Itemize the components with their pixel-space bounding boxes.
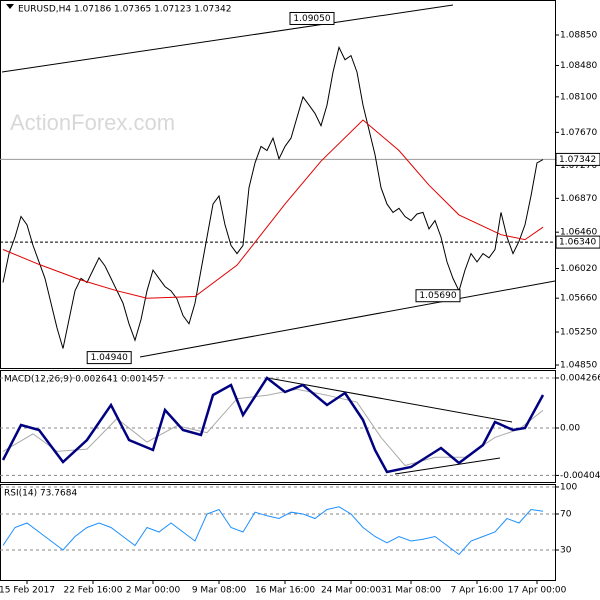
series-line	[2, 119, 544, 299]
x-tick-label: 16 Mar 16:00	[255, 586, 315, 596]
panel-frame	[0, 484, 556, 581]
y-tick-label: 1.08480	[560, 61, 597, 71]
x-tick-label: 9 Mar 08:00	[192, 586, 247, 596]
annotation-label: 1.04940	[91, 353, 128, 363]
x-tick-label: 15 Feb 2017	[0, 586, 55, 596]
panel-title: EURUSD,H4 1.07186 1.07365 1.07123 1.0734…	[18, 5, 231, 15]
level-label-box	[555, 235, 600, 249]
panel-title: MACD(12,26,9) 0.002641 0.001457	[4, 375, 164, 385]
series-line	[1, 376, 545, 474]
series-line	[2, 388, 544, 467]
y-tick-label: 1.08850	[560, 30, 597, 40]
y-tick-label: 30	[560, 546, 572, 556]
panel-title: RSI(14) 73.7684	[4, 489, 77, 499]
trend-line	[394, 457, 501, 475]
x-tick-label: 22 Feb 16:00	[63, 586, 122, 596]
annotation-box	[415, 289, 461, 303]
x-tick-label: 7 Apr 16:00	[451, 586, 504, 596]
y-tick-label: 0.00	[560, 424, 580, 434]
y-tick-label: 1.06460	[560, 228, 597, 238]
y-tick-label: 1.07670	[560, 128, 597, 138]
x-tick-label: 17 Apr 00:00	[508, 586, 567, 596]
y-tick-label: -0.004045	[560, 471, 600, 481]
y-tick-label: 1.06870	[560, 194, 597, 204]
y-tick-label: 100	[560, 482, 577, 492]
y-tick-label: 0.004266	[560, 374, 600, 384]
series-line	[2, 45, 544, 349]
trend-line	[1, 4, 454, 73]
y-tick-label: 1.04850	[560, 361, 597, 371]
panel-frame	[0, 0, 556, 369]
y-tick-label: 1.05660	[560, 294, 597, 304]
panel-frame	[0, 370, 556, 483]
annotation-label: 1.09050	[293, 14, 330, 24]
trend-line	[139, 280, 556, 358]
y-tick-label: 1.05250	[560, 328, 597, 338]
annotation-label: 1.05690	[419, 291, 456, 301]
watermark: ActionForex.com	[10, 110, 175, 135]
level-label: 1.07342	[559, 155, 596, 165]
level-label: 1.06340	[559, 238, 596, 248]
x-tick-label: 31 Mar 08:00	[381, 586, 441, 596]
y-tick-label: 70	[560, 509, 572, 519]
level-label-box	[555, 152, 600, 166]
x-tick-label: 24 Mar 00:00	[321, 586, 381, 596]
annotation-box	[86, 351, 132, 365]
y-tick-label: 1.06020	[560, 264, 597, 274]
x-tick-label: 2 Mar 00:00	[126, 586, 181, 596]
trend-line	[267, 377, 513, 423]
series-line	[2, 506, 544, 556]
menu-arrow	[6, 4, 14, 9]
annotation-box	[289, 11, 335, 25]
y-tick-label: 1.08100	[560, 92, 597, 102]
